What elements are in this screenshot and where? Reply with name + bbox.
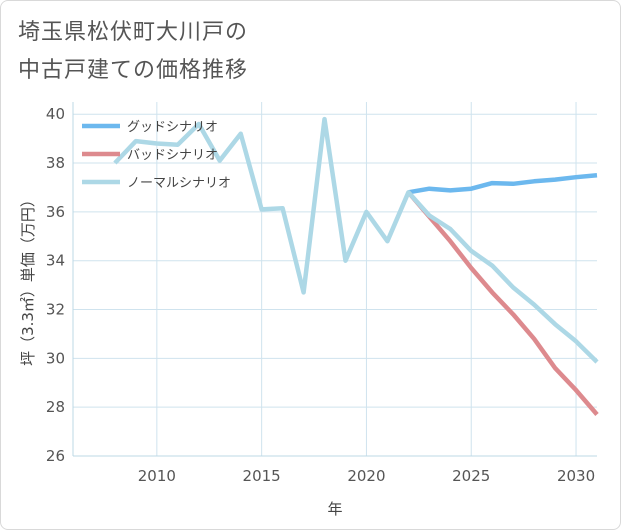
x-tick-label: 2015 [243,467,281,485]
y-tick-label: 26 [46,447,65,465]
y-tick-label: 36 [46,203,65,221]
y-tick-label: 32 [46,301,65,319]
bad-scenario-line [406,190,599,416]
y-tick-label: 34 [46,252,65,270]
legend-label: ノーマルシナリオ [127,176,231,191]
series-layer [113,116,599,416]
x-axis-title: 年 [327,500,342,518]
x-tick-label: 2030 [557,467,595,485]
y-tick-label: 30 [46,349,65,367]
chart-title: 埼玉県松伏町大川戸の 中古戸建ての価格推移 [18,14,248,90]
y-axis-title: 坪（3.3㎡）単価（万円） [19,192,37,366]
y-tick-label: 28 [46,398,65,416]
tick-labels: 26 28 30 32 34 36 38 40 2010 2015 2020 2025 2030 [46,105,595,485]
y-tick-label: 38 [46,154,65,172]
chart-title-line-1: 埼玉県松伏町大川戸の [18,20,249,45]
y-tick-label: 40 [46,105,65,123]
normal-scenario-line [113,116,599,364]
good-scenario-line [408,172,598,195]
x-tick-label: 2025 [452,467,490,485]
x-tick-label: 2010 [138,467,176,485]
legend-label: グッドシナリオ [127,120,218,135]
legend-label: バッドシナリオ [127,148,218,163]
x-tick-label: 2020 [347,467,385,485]
chart-title-line-2: 中古戸建ての価格推移 [18,58,249,83]
